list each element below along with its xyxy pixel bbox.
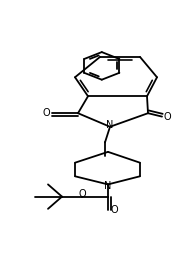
- Text: N: N: [104, 181, 112, 191]
- Text: O: O: [78, 189, 86, 199]
- Text: O: O: [43, 108, 50, 118]
- Text: O: O: [110, 205, 118, 215]
- Text: N: N: [106, 120, 114, 130]
- Text: O: O: [164, 112, 171, 122]
